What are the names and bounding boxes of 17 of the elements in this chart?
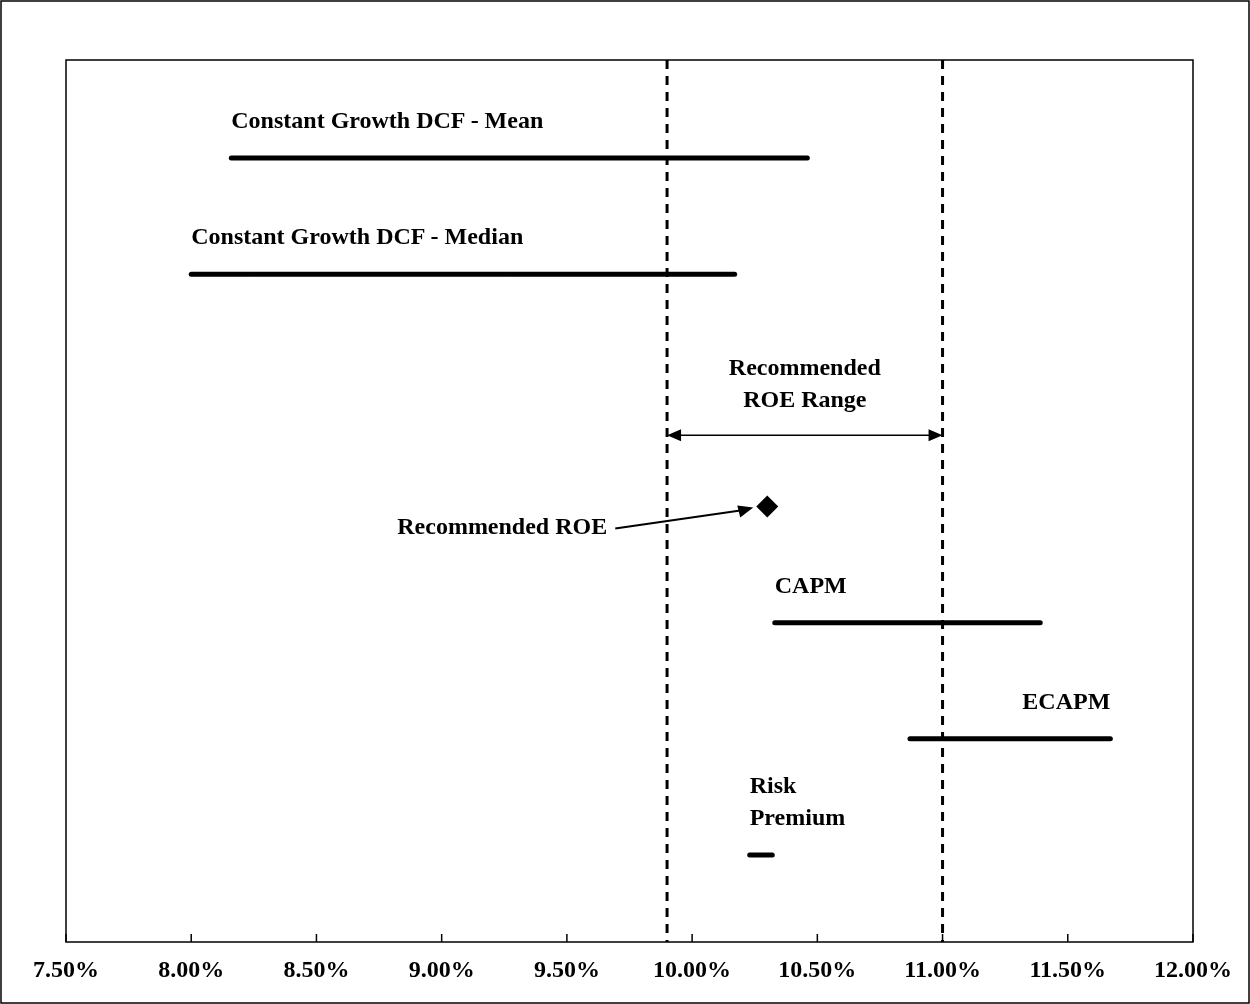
y-tick-label: Constant Growth DCF - Mean	[231, 107, 544, 133]
x-tick-label: 8.50%	[283, 956, 350, 982]
y-tick-label: CAPM	[774, 571, 847, 598]
x-tick-label: 10.50%	[778, 956, 857, 982]
x-tick-label: 10.00%	[653, 956, 732, 982]
x-tick-label: 11.50%	[1029, 956, 1107, 982]
y-tick-label: Risk Premium	[749, 772, 846, 830]
annotation: Recommended ROE Range	[728, 354, 882, 413]
x-tick-label: 7.50%	[33, 956, 99, 982]
x-tick-label: 12.00%	[1154, 956, 1232, 982]
x-tick-label: 9.50%	[533, 956, 600, 982]
y-tick-label: Recommended ROE	[397, 512, 608, 539]
y-tick-label: Constant Growth DCF - Median	[191, 223, 524, 250]
x-tick-label: 9.00%	[408, 956, 475, 982]
x-tick-label: 11.00%	[904, 956, 981, 982]
y-tick-label: ECAPM	[1022, 687, 1111, 714]
x-tick-label: 8.00%	[158, 956, 225, 982]
